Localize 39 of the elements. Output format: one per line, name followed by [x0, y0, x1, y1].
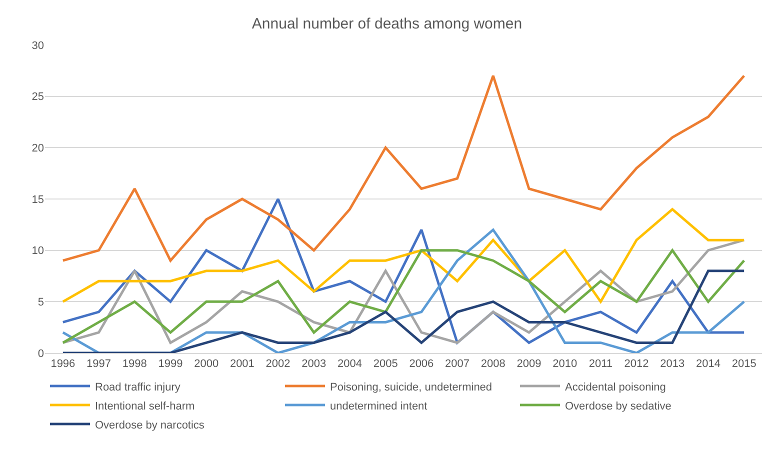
x-tick-label: 1996	[50, 358, 76, 370]
x-tick-label: 2003	[302, 358, 326, 370]
line-series	[62, 270, 746, 353]
x-tick-label: 2006	[409, 358, 434, 370]
x-tick-label: 2004	[337, 358, 362, 370]
legend-label: Poisoning, suicide, undetermined	[330, 381, 492, 394]
x-tick-label: 2015	[732, 358, 756, 370]
y-tick-label: 15	[32, 194, 44, 206]
x-tick-label: 2000	[194, 358, 219, 370]
x-tick-label: 2012	[624, 358, 649, 370]
x-tick-label: 2001	[230, 358, 254, 370]
x-tick-label: 2013	[660, 358, 685, 370]
legend-label: Overdose by narcotics	[95, 419, 205, 432]
y-tick-label: 5	[38, 296, 44, 309]
x-tick-label: 2008	[480, 358, 506, 370]
x-tick-label: 2005	[373, 358, 398, 370]
x-tick-label: 1997	[86, 358, 112, 370]
line-series	[62, 208, 746, 303]
legend-label: Road traffic injury	[95, 381, 181, 394]
y-tick-label: 25	[32, 91, 44, 104]
x-tick-label: 2002	[266, 358, 290, 370]
x-tick-label: 2011	[588, 358, 612, 370]
x-tick-label: 1999	[158, 358, 183, 370]
x-tick-label: 2010	[552, 358, 578, 370]
line-series	[62, 228, 746, 353]
legend-label: Intentional self-harm	[95, 400, 195, 412]
x-tick-label: 2009	[516, 358, 542, 370]
legend-label: undetermined intent	[330, 400, 428, 412]
chart-title: Annual number of deaths among women	[252, 16, 522, 33]
y-tick-label: 0	[38, 348, 44, 360]
x-tick-label: 2007	[445, 358, 470, 370]
legend-label: Overdose by sedative	[565, 400, 672, 412]
y-tick-label: 30	[32, 40, 44, 52]
legend-label: Accidental poisoning	[565, 381, 666, 394]
y-tick-label: 10	[32, 245, 44, 258]
x-tick-label: 1998	[122, 358, 147, 370]
line-series	[62, 74, 746, 262]
y-tick-label: 20	[32, 142, 44, 155]
x-tick-label: 2014	[696, 358, 720, 370]
